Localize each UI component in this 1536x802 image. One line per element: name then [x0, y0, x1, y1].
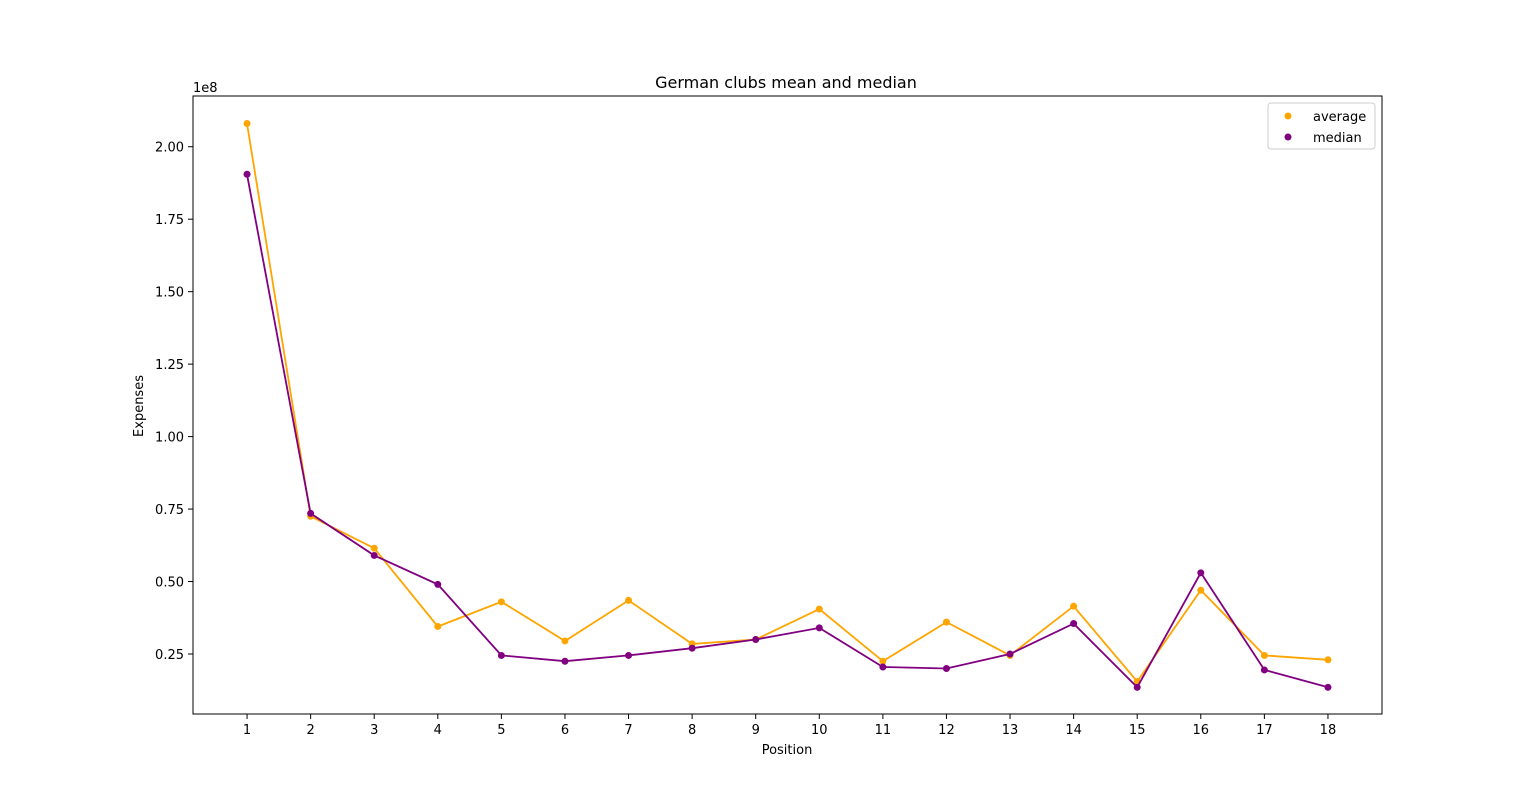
y-offset-label: 1e8	[193, 81, 218, 96]
data-point-median	[370, 551, 378, 559]
data-point-median	[497, 651, 505, 659]
x-tick-label: 9	[752, 723, 760, 738]
x-tick-label: 15	[1129, 723, 1146, 738]
series-layer	[243, 120, 1332, 691]
x-tick-label: 17	[1256, 723, 1273, 738]
data-point-median	[434, 580, 442, 588]
data-point-median	[879, 663, 887, 671]
x-tick-label: 11	[875, 723, 892, 738]
y-tick-label: 0.75	[155, 503, 184, 518]
x-tick-label: 14	[1065, 723, 1082, 738]
series-line-average	[246, 123, 1329, 683]
data-point-median	[1260, 666, 1268, 674]
data-point-median	[815, 624, 823, 632]
data-point-median	[688, 644, 696, 652]
data-point-median	[1133, 683, 1141, 691]
y-axis: 0.25 0.50 0.75 1.00 1.25 1.50 1.75 2.00	[155, 141, 193, 663]
data-point-average	[497, 598, 505, 606]
data-point-median	[1006, 650, 1014, 658]
x-tick-label: 1	[243, 723, 251, 738]
legend-marker-average	[1284, 112, 1292, 120]
x-tick-label: 10	[811, 723, 828, 738]
data-point-median	[942, 664, 950, 672]
x-tick-label: 6	[561, 723, 569, 738]
data-point-median	[243, 170, 251, 178]
y-tick-label: 1.25	[155, 358, 184, 373]
chart-title: German clubs mean and median	[655, 73, 917, 92]
data-point-average	[942, 618, 950, 626]
x-axis-label: Position	[762, 743, 813, 758]
data-point-average	[1070, 602, 1078, 610]
series-median	[243, 170, 1332, 691]
data-point-average	[879, 657, 887, 665]
x-tick-label: 3	[370, 723, 378, 738]
x-axis: 1 2 3 4 5 6 7 8 9 10 11 12 13 14 15 16 17 18	[243, 714, 1336, 738]
data-point-median	[307, 509, 315, 517]
y-tick-label: 1.00	[155, 431, 184, 446]
data-point-average	[243, 120, 251, 128]
data-point-median	[1324, 683, 1332, 691]
y-tick-label: 0.25	[155, 648, 184, 663]
legend: average median	[1267, 102, 1376, 150]
data-point-average	[434, 622, 442, 630]
plot-area	[193, 96, 1382, 714]
data-point-median	[752, 636, 760, 644]
data-point-average	[1260, 651, 1268, 659]
plot-frame	[192, 95, 1383, 715]
x-tick-label: 13	[1002, 723, 1019, 738]
data-point-median	[1070, 620, 1078, 628]
data-point-median	[625, 651, 633, 659]
y-tick-label: 2.00	[155, 141, 184, 156]
y-axis-label: Expenses	[132, 375, 147, 437]
y-tick-label: 0.50	[155, 576, 184, 591]
x-tick-label: 12	[938, 723, 955, 738]
legend-label-average: average	[1313, 110, 1366, 125]
x-tick-label: 16	[1193, 723, 1210, 738]
data-point-average	[1197, 586, 1205, 594]
data-point-median	[561, 657, 569, 665]
data-point-average	[815, 605, 823, 613]
y-tick-label: 1.50	[155, 286, 184, 301]
x-tick-label: 7	[624, 723, 632, 738]
data-point-average	[1324, 656, 1332, 664]
data-point-average	[625, 596, 633, 604]
legend-box	[1267, 102, 1376, 150]
legend-label-median: median	[1313, 131, 1362, 146]
x-tick-label: 8	[688, 723, 696, 738]
x-tick-label: 2	[306, 723, 314, 738]
y-tick-label: 1.75	[155, 213, 184, 228]
x-tick-label: 4	[434, 723, 442, 738]
x-tick-label: 5	[497, 723, 505, 738]
data-point-median	[1197, 569, 1205, 577]
data-point-average	[370, 544, 378, 552]
legend-marker-median	[1284, 133, 1292, 141]
data-point-average	[561, 637, 569, 645]
series-line-median	[246, 174, 1329, 689]
x-tick-label: 18	[1320, 723, 1337, 738]
